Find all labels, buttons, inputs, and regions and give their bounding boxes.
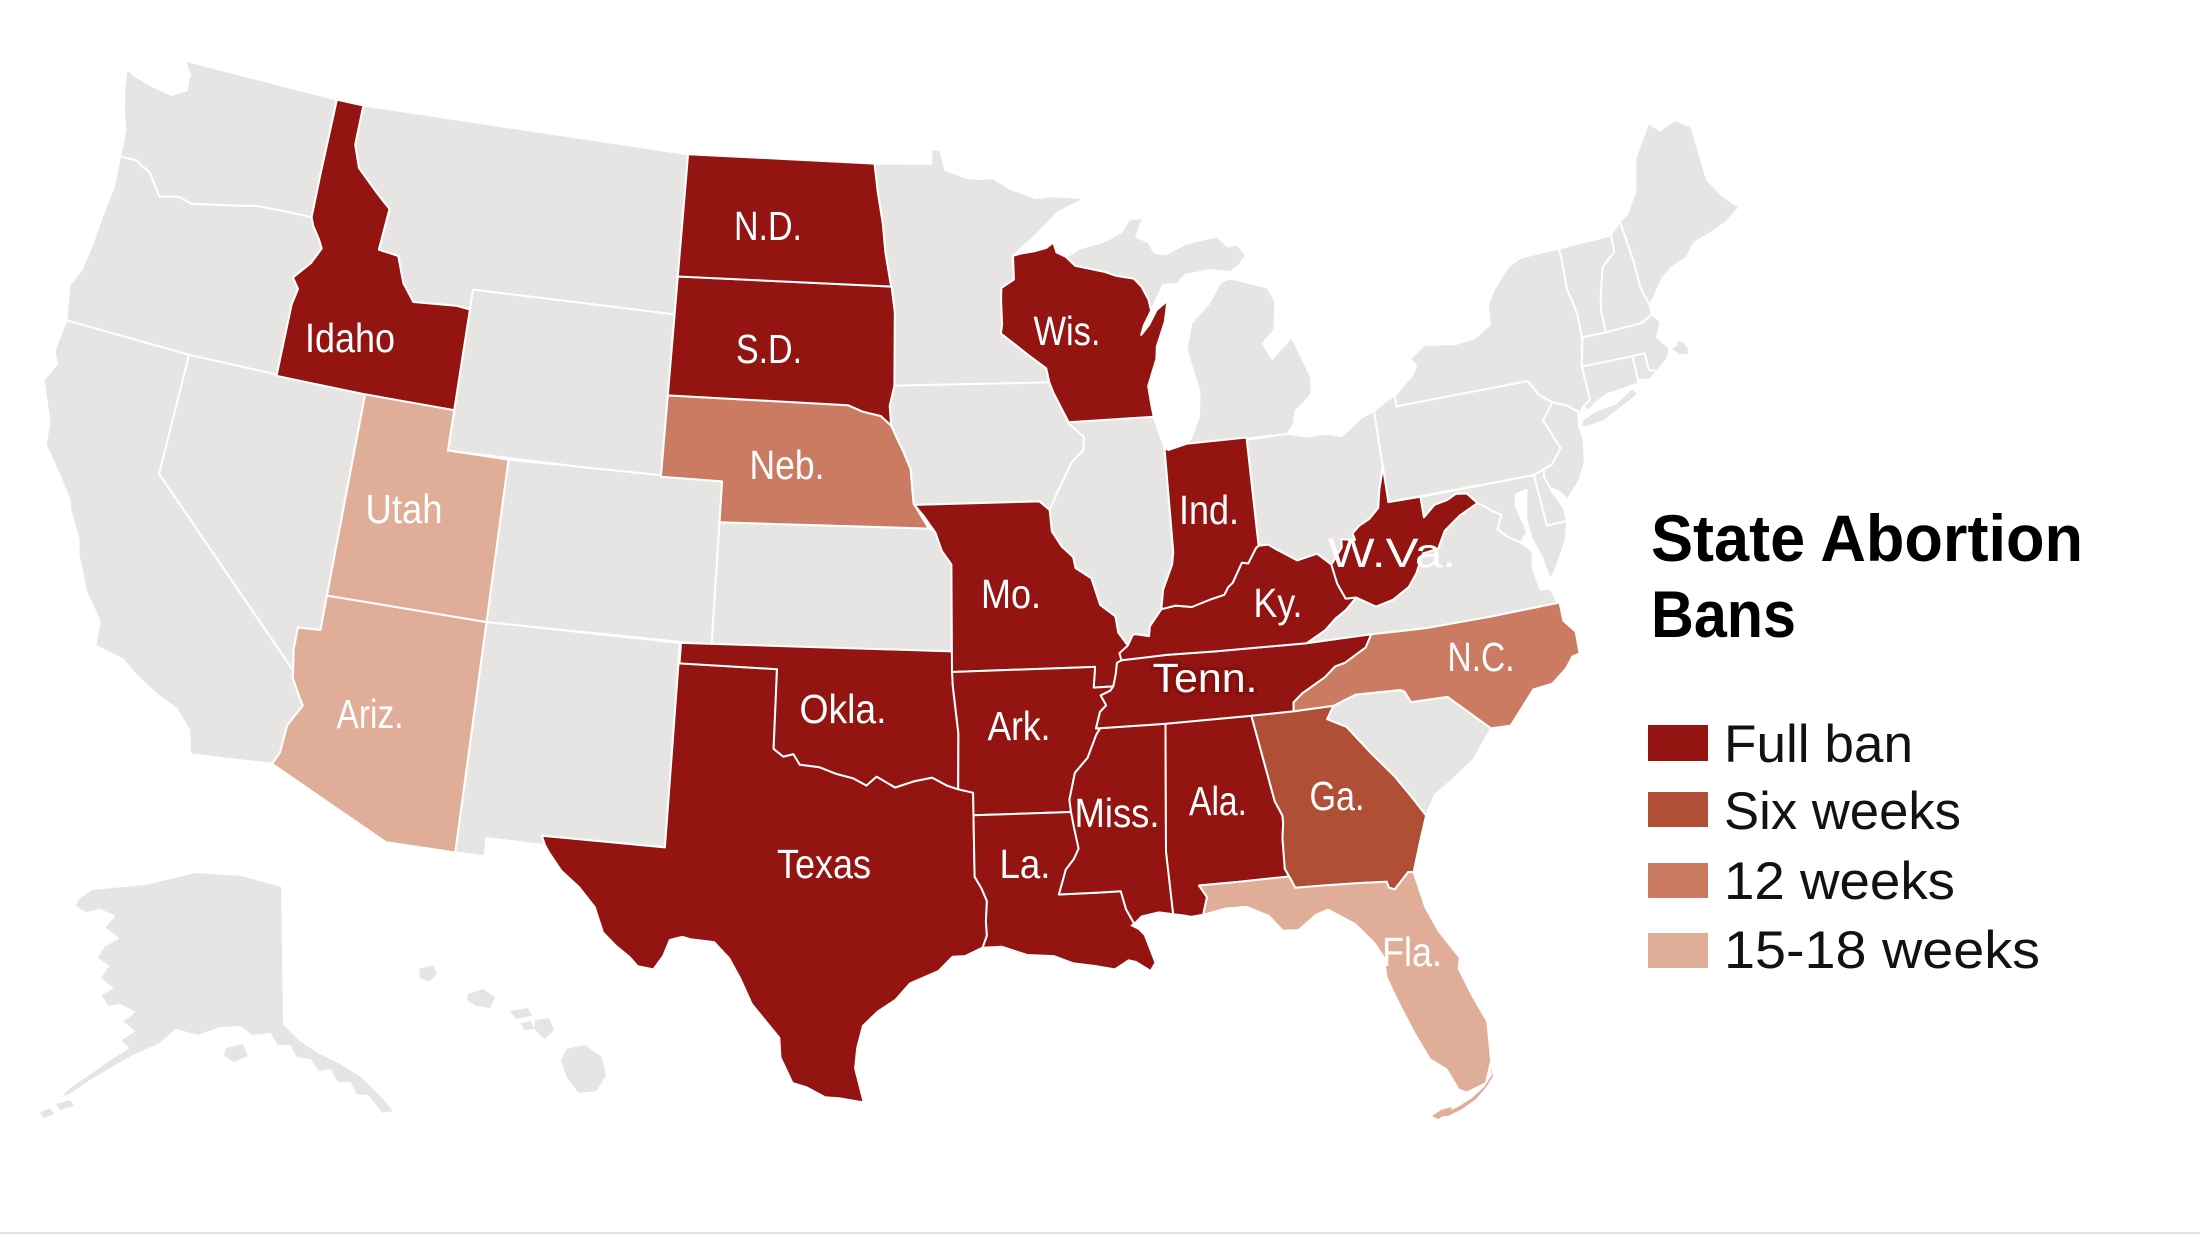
- svg-text:Ga.: Ga.: [1310, 773, 1365, 819]
- svg-text:N.D.: N.D.: [734, 203, 802, 249]
- svg-text:Texas: Texas: [777, 841, 871, 887]
- svg-text:Ariz.: Ariz.: [337, 691, 404, 737]
- svg-text:State Abortion: State Abortion: [1651, 501, 2083, 575]
- svg-text:Ala.: Ala.: [1189, 778, 1247, 824]
- svg-text:Tenn.: Tenn.: [1153, 655, 1258, 701]
- svg-text:Full ban: Full ban: [1724, 715, 1913, 774]
- svg-text:12 weeks: 12 weeks: [1724, 852, 1955, 911]
- svg-text:Bans: Bans: [1651, 577, 1796, 651]
- svg-text:S.D.: S.D.: [736, 326, 802, 372]
- svg-text:Wis.: Wis.: [1034, 308, 1101, 354]
- svg-text:Utah: Utah: [366, 486, 443, 532]
- svg-text:Mo.: Mo.: [981, 571, 1041, 617]
- svg-text:Ind.: Ind.: [1179, 487, 1239, 533]
- svg-text:W.Va.: W.Va.: [1328, 530, 1456, 576]
- svg-text:Ark.: Ark.: [988, 703, 1051, 749]
- svg-text:La.: La.: [1000, 841, 1051, 887]
- svg-text:Miss.: Miss.: [1075, 790, 1160, 836]
- svg-text:Idaho: Idaho: [305, 315, 395, 361]
- svg-text:15-18 weeks: 15-18 weeks: [1724, 921, 2040, 980]
- svg-text:Fla.: Fla.: [1382, 929, 1442, 975]
- svg-text:Six weeks: Six weeks: [1724, 782, 1961, 841]
- svg-text:Ky.: Ky.: [1254, 580, 1303, 626]
- svg-text:N.C.: N.C.: [1448, 634, 1515, 680]
- svg-text:Neb.: Neb.: [750, 442, 825, 488]
- svg-text:Okla.: Okla.: [800, 686, 887, 732]
- svg-text:Tenn.: Tenn.: [1153, 655, 1258, 701]
